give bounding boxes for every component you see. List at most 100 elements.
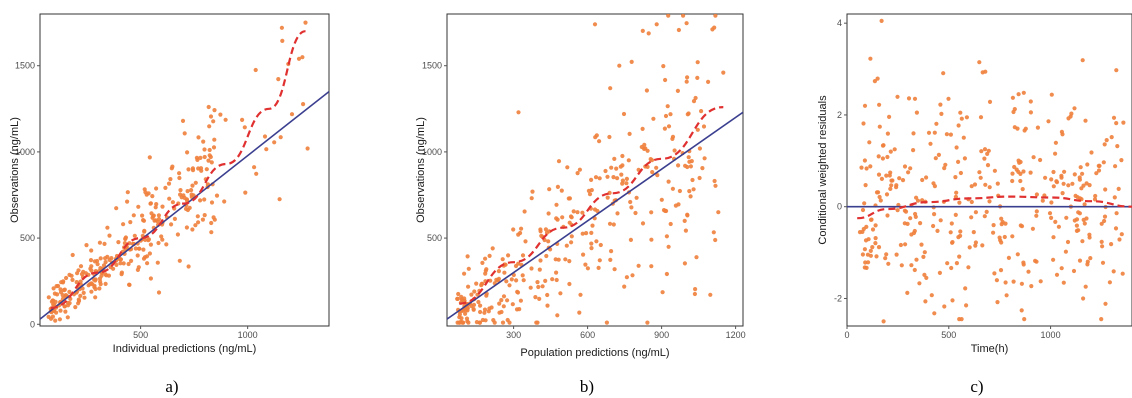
data-point <box>93 286 98 292</box>
data-point <box>860 252 866 257</box>
data-point <box>457 315 462 320</box>
data-point <box>1053 219 1058 224</box>
data-point <box>137 246 142 251</box>
data-point <box>517 307 522 312</box>
data-point <box>202 213 207 218</box>
data-point <box>620 163 625 168</box>
data-point <box>688 194 693 199</box>
data-point <box>691 99 697 104</box>
data-point <box>114 262 119 267</box>
data-point <box>936 152 942 157</box>
data-point <box>545 303 550 308</box>
data-point <box>964 303 969 308</box>
data-point <box>500 257 505 262</box>
data-point <box>872 79 878 84</box>
plot-area <box>446 13 744 327</box>
data-point <box>277 197 282 202</box>
data-point <box>530 189 535 194</box>
identity-line <box>40 90 329 320</box>
data-point <box>152 218 157 223</box>
data-point <box>1011 279 1016 284</box>
data-point <box>607 134 612 140</box>
data-point <box>624 176 630 181</box>
data-point <box>1074 228 1079 233</box>
data-point <box>1081 296 1086 301</box>
data-point <box>876 172 882 177</box>
data-point <box>868 217 874 222</box>
data-point <box>476 299 481 305</box>
data-point <box>924 275 929 280</box>
data-point <box>129 258 134 263</box>
data-point <box>697 175 702 181</box>
data-point <box>170 164 175 169</box>
data-point <box>957 200 962 205</box>
data-point <box>1051 169 1056 175</box>
data-point <box>305 146 310 151</box>
data-point <box>89 264 94 269</box>
data-point <box>1109 242 1114 247</box>
data-point <box>648 157 653 162</box>
y-tick-label: -2 <box>834 293 842 303</box>
data-point <box>655 173 660 178</box>
data-point <box>677 188 683 194</box>
data-point <box>569 240 574 245</box>
data-point <box>97 240 102 245</box>
data-point <box>537 296 542 301</box>
panel-label: a) <box>165 377 178 396</box>
data-point <box>920 177 925 183</box>
data-point <box>70 277 75 282</box>
data-point <box>684 79 689 84</box>
panel-label: c) <box>970 377 983 396</box>
data-point <box>706 79 711 84</box>
data-point <box>177 258 182 263</box>
data-point <box>987 199 992 204</box>
data-point <box>190 183 195 188</box>
data-point <box>208 114 214 119</box>
data-point <box>884 192 890 197</box>
data-point <box>60 293 65 298</box>
data-point <box>934 121 939 126</box>
data-point <box>944 132 950 137</box>
data-point <box>693 287 698 292</box>
data-point <box>1010 234 1015 239</box>
data-point <box>218 112 223 117</box>
data-point <box>604 320 610 325</box>
data-point <box>673 203 679 208</box>
data-point <box>619 172 624 177</box>
data-point <box>929 293 934 298</box>
data-point <box>695 60 700 65</box>
data-point <box>1051 184 1056 189</box>
data-point <box>894 252 899 257</box>
panel-b: 300 600 900 1200 500 1000 1500 Population predi… <box>415 13 746 396</box>
data-point <box>128 220 133 225</box>
data-point <box>569 215 574 220</box>
data-point <box>626 158 631 163</box>
data-point <box>957 317 962 322</box>
data-point <box>1034 209 1039 214</box>
data-point <box>1006 255 1012 260</box>
data-point <box>1061 181 1066 186</box>
data-point <box>649 264 654 269</box>
data-point <box>156 213 161 218</box>
data-point <box>876 190 881 195</box>
data-point <box>909 232 914 237</box>
data-point <box>564 243 569 248</box>
data-point <box>1035 125 1040 130</box>
data-point <box>585 266 591 271</box>
data-point <box>543 278 548 283</box>
data-point <box>958 170 964 176</box>
data-point <box>463 311 468 316</box>
data-point <box>1097 163 1102 168</box>
plot-area <box>846 13 1132 327</box>
data-point <box>589 246 594 251</box>
data-point <box>507 283 512 288</box>
data-point <box>661 64 666 69</box>
data-point <box>523 239 528 244</box>
data-point <box>589 177 594 182</box>
data-point <box>478 309 483 315</box>
data-point <box>991 230 996 235</box>
data-point <box>700 166 705 171</box>
data-point <box>456 291 461 297</box>
data-point <box>64 275 69 281</box>
data-point <box>121 222 126 227</box>
